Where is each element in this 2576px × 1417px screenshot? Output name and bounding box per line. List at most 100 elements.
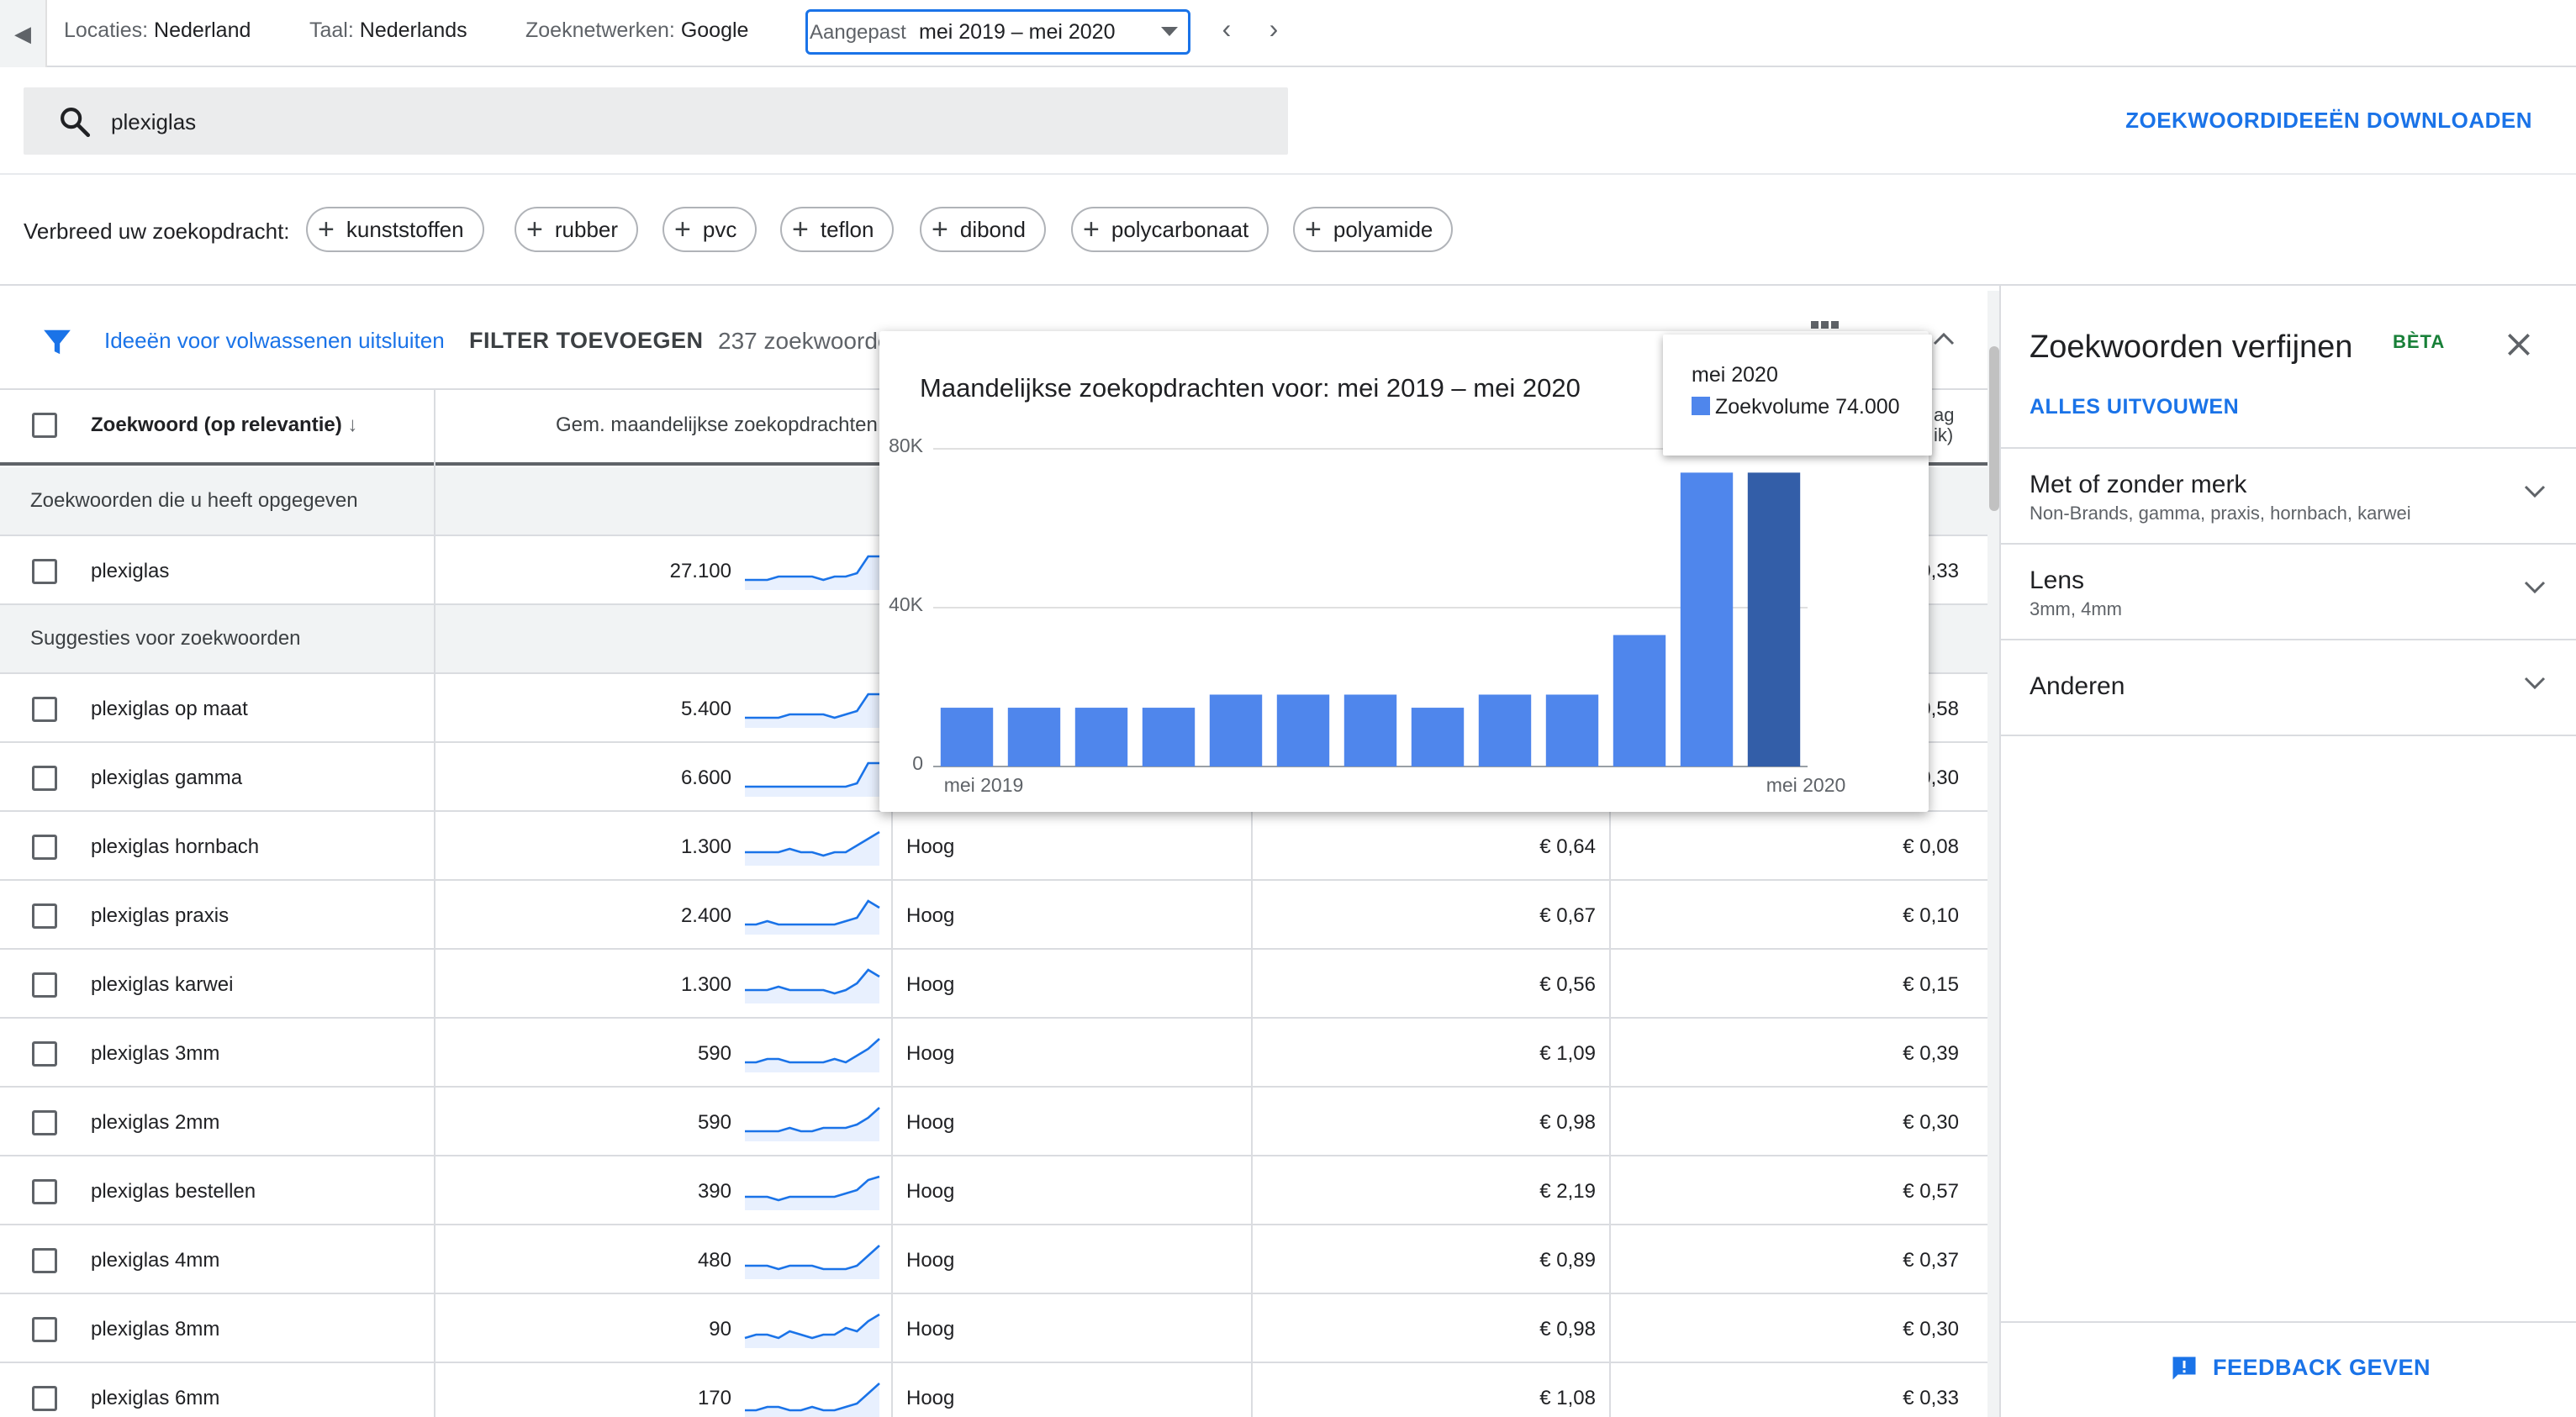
broaden-chip[interactable]: + teflon [780, 207, 895, 252]
chart-bar [1142, 708, 1196, 766]
volume-cell: 480 [697, 1249, 731, 1272]
row-checkbox[interactable] [32, 697, 57, 722]
broaden-chip[interactable]: + polycarbonaat [1071, 207, 1270, 252]
high-bid-column-header[interactable]: ag ik) [1934, 404, 1955, 445]
refine-section-brand[interactable]: Met of zonder merk Non-Brands, gamma, pr… [2001, 447, 2576, 545]
bid-low-cell: € 0,67 [1539, 904, 1596, 927]
row-checkbox[interactable] [32, 559, 57, 584]
trend-sparkline[interactable] [743, 1103, 881, 1141]
chevron-right-icon[interactable]: › [1269, 13, 1279, 44]
trend-sparkline[interactable] [743, 1034, 881, 1072]
column-divider [891, 466, 893, 1417]
columns-icon[interactable] [1811, 321, 1840, 341]
chart-bar [1276, 694, 1330, 766]
row-checkbox[interactable] [32, 972, 57, 998]
row-checkbox[interactable] [32, 1041, 57, 1067]
trend-sparkline[interactable] [743, 1378, 881, 1417]
chart-bar [1007, 708, 1061, 766]
row-checkbox[interactable] [32, 766, 57, 791]
broaden-chip[interactable]: + polyamide [1293, 207, 1454, 252]
trend-sparkline[interactable] [743, 965, 881, 1003]
trend-sparkline[interactable] [743, 551, 881, 590]
table-row[interactable]: plexiglas 2mm 590 Hoog € 0,98 € 0,30 [0, 1088, 1987, 1156]
table-row[interactable]: plexiglas bestellen 390 Hoog € 2,19 € 0,57 [0, 1156, 1987, 1225]
locations-setting[interactable]: Locaties: Nederland [64, 18, 251, 42]
table-row[interactable]: plexiglas praxis 2.400 Hoog € 0,67 € 0,10 [0, 881, 1987, 950]
bid-low-cell: € 0,89 [1539, 1249, 1596, 1272]
close-icon[interactable] [2502, 328, 2536, 361]
competition-cell: Hoog [906, 1387, 955, 1409]
trend-sparkline[interactable] [743, 1172, 881, 1210]
keyword-cell: plexiglas [91, 560, 170, 582]
row-checkbox[interactable] [32, 1386, 57, 1411]
beta-badge: BÈTA [2393, 331, 2446, 352]
chart-bar [1613, 635, 1666, 766]
collapse-left-button[interactable]: ◀ [0, 0, 47, 67]
y-tick-label: 40K [889, 593, 924, 615]
chart-tooltip: mei 2020 Zoekvolume 74.000 [1663, 334, 1932, 456]
table-scrollbar[interactable] [1987, 291, 2001, 1417]
bid-high-cell: € 0,57 [1903, 1180, 1959, 1203]
table-row[interactable]: plexiglas 6mm 170 Hoog € 1,08 € 0,33 [0, 1363, 1987, 1417]
row-checkbox[interactable] [32, 903, 57, 929]
broaden-chip[interactable]: + rubber [515, 207, 639, 252]
table-row[interactable]: plexiglas 3mm 590 Hoog € 1,09 € 0,39 [0, 1019, 1987, 1088]
trend-sparkline[interactable] [743, 689, 881, 728]
table-row[interactable]: plexiglas 8mm 90 Hoog € 0,98 € 0,30 [0, 1294, 1987, 1363]
broaden-chip[interactable]: + kunststoffen [306, 207, 484, 252]
chevron-up-icon[interactable] [1932, 331, 1956, 346]
bid-low-cell: € 0,56 [1539, 973, 1596, 996]
keyword-cell: plexiglas praxis [91, 904, 230, 927]
bid-high-cell: € 0,30 [1903, 1111, 1959, 1134]
chart-bar [940, 708, 994, 766]
feedback-button[interactable]: FEEDBACK GEVEN [2213, 1355, 2431, 1380]
row-checkbox[interactable] [32, 1179, 57, 1204]
scrollbar-thumb[interactable] [1989, 346, 1999, 511]
bid-low-cell: € 1,08 [1539, 1387, 1596, 1409]
trend-sparkline[interactable] [743, 1241, 881, 1279]
plus-icon: + [932, 213, 948, 245]
row-checkbox[interactable] [32, 835, 57, 860]
broaden-chip[interactable]: + dibond [920, 207, 1046, 252]
table-row[interactable]: plexiglas karwei 1.300 Hoog € 0,56 € 0,15 [0, 950, 1987, 1019]
chart-bar [1680, 472, 1734, 766]
table-row[interactable]: plexiglas 4mm 480 Hoog € 0,89 € 0,37 [0, 1225, 1987, 1294]
chevron-left-icon[interactable]: ‹ [1222, 13, 1232, 44]
trend-sparkline[interactable] [743, 827, 881, 866]
caret-left-icon: ◀ [14, 20, 31, 46]
trend-sparkline[interactable] [743, 896, 881, 935]
keyword-cell: plexiglas 6mm [91, 1387, 220, 1409]
volume-cell: 390 [697, 1180, 731, 1203]
language-setting[interactable]: Taal: Nederlands [309, 18, 467, 42]
refine-section-others[interactable]: Anderen [2001, 639, 2576, 736]
chart-bar [1411, 708, 1465, 766]
monthly-searches-bar-chart: 0 40K 80K mei 2019 mei 2020 [889, 435, 1845, 796]
table-row[interactable]: plexiglas hornbach 1.300 Hoog € 0,64 € 0,08 [0, 812, 1987, 881]
date-range-select[interactable]: Aangepast mei 2019 – mei 2020 [805, 9, 1190, 55]
download-keywords-button[interactable]: ZOEKWOORDIDEEËN DOWNLOADEN [2125, 108, 2532, 133]
plus-icon: + [526, 213, 543, 245]
keyword-cell: plexiglas 4mm [91, 1249, 220, 1272]
search-icon [61, 108, 91, 138]
bid-high-cell: € 0,33 [1903, 1387, 1959, 1409]
keyword-column-header[interactable]: Zoekwoord (op relevantie) ↓ [91, 414, 358, 436]
exclude-adult-ideas-link[interactable]: Ideeën voor volwassenen uitsluiten [104, 328, 445, 353]
row-checkbox[interactable] [32, 1248, 57, 1273]
trend-sparkline[interactable] [743, 758, 881, 797]
expand-all-button[interactable]: ALLES UITVOUWEN [2030, 395, 2240, 419]
add-filter-button[interactable]: FILTER TOEVOEGEN [469, 328, 704, 353]
competition-cell: Hoog [906, 973, 955, 996]
column-divider [1251, 466, 1253, 1417]
networks-setting[interactable]: Zoeknetwerken: Google [525, 18, 749, 42]
row-checkbox[interactable] [32, 1110, 57, 1135]
row-checkbox[interactable] [32, 1317, 57, 1342]
refine-section-lens[interactable]: Lens 3mm, 4mm [2001, 543, 2576, 640]
select-all-checkbox[interactable] [32, 413, 57, 438]
volume-cell: 27.100 [669, 560, 731, 582]
filter-icon[interactable] [40, 326, 74, 358]
keyword-search-input[interactable]: plexiglas [24, 87, 1288, 155]
volume-column-header[interactable]: Gem. maandelijkse zoekopdrachten [556, 414, 878, 436]
broaden-chip[interactable]: + pvc [662, 207, 757, 252]
trend-sparkline[interactable] [743, 1309, 881, 1348]
bid-high-cell: € 0,10 [1903, 904, 1959, 927]
